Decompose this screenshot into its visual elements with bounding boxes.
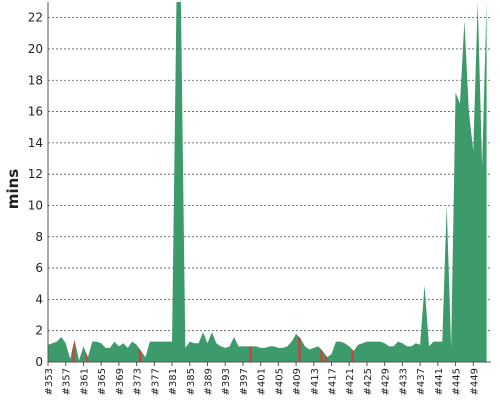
y-tick-label: 8 <box>35 230 43 244</box>
y-tick-label: 16 <box>28 105 43 119</box>
x-tick-label: #357 <box>62 368 73 395</box>
failed-segment <box>85 351 88 362</box>
x-tick-label: #405 <box>274 368 285 395</box>
y-axis-label: mins <box>4 169 22 209</box>
x-tick-label: #425 <box>363 368 374 395</box>
x-tick-label: #429 <box>381 368 392 395</box>
x-tick-label: #369 <box>115 368 126 395</box>
x-tick-label: #413 <box>310 368 321 395</box>
x-tick-label: #389 <box>203 368 214 395</box>
y-tick-label: 12 <box>28 167 43 181</box>
x-tick-label: #421 <box>345 368 356 395</box>
failed-segment <box>298 336 301 362</box>
x-tick-label: #381 <box>168 368 179 395</box>
y-tick-label: 22 <box>28 11 43 25</box>
x-tick-label: #417 <box>328 368 339 395</box>
area <box>48 2 487 362</box>
x-tick-label: #385 <box>186 368 197 395</box>
failed-segment <box>320 348 323 362</box>
x-tick-label: #401 <box>257 368 268 395</box>
x-tick-label: #449 <box>469 368 480 395</box>
y-tick-label: 2 <box>35 324 43 338</box>
x-tick-label: #353 <box>44 368 55 395</box>
x-tick-label: #361 <box>79 368 90 395</box>
x-tick-label: #397 <box>239 368 250 395</box>
x-tick-label: #365 <box>97 368 108 395</box>
x-tick-label: #373 <box>133 368 144 395</box>
x-tick-label: #433 <box>398 368 409 395</box>
x-tick-label: #377 <box>150 368 161 395</box>
x-tick-label: #409 <box>292 368 303 395</box>
failed-segment <box>249 346 252 362</box>
y-tick-label: 0 <box>35 355 43 369</box>
y-tick-label: 18 <box>28 73 43 87</box>
x-tick-label: #441 <box>434 368 445 395</box>
y-tick-label: 20 <box>28 42 43 56</box>
failed-segment <box>324 354 328 362</box>
failed-segment <box>138 347 142 362</box>
x-tick-label: #437 <box>416 368 427 395</box>
y-tick-label: 6 <box>35 261 43 275</box>
x-tick-label: #393 <box>221 368 232 395</box>
y-tick-label: 4 <box>35 292 43 306</box>
y-tick-label: 14 <box>28 136 43 150</box>
failed-segment <box>72 340 75 362</box>
x-tick-label: #445 <box>452 368 463 395</box>
failed-segment <box>351 348 354 362</box>
y-tick-label: 10 <box>28 198 43 212</box>
